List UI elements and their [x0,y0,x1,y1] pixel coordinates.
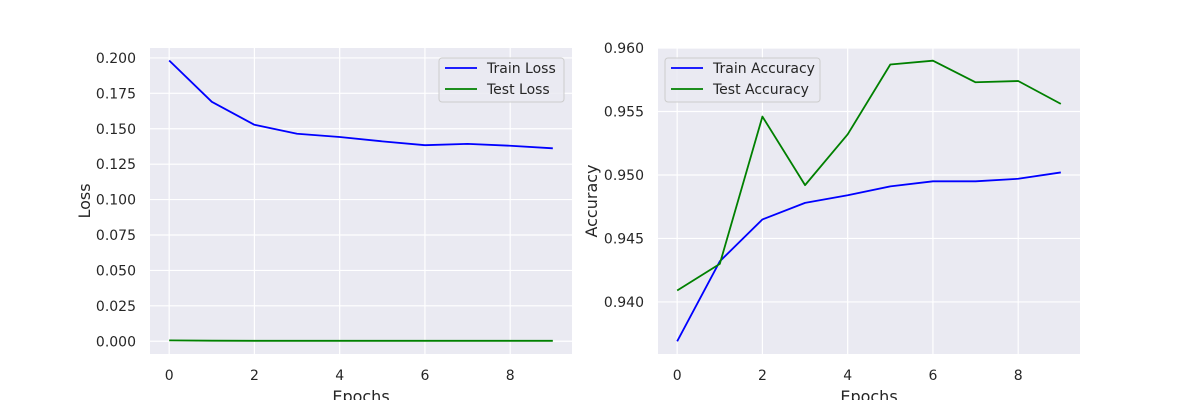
y-tick-label: 0.000 [96,334,136,350]
series-line-test-accuracy [676,59,1062,292]
legend-label-test-loss: Test Loss [486,82,550,98]
y-tick-label: 0.945 [604,231,644,247]
accuracy-chart: 0 2 4 6 8 0.940 0.945 0.950 0.955 0.960 Epochs Accu… [582,41,1080,400]
legend: Train Loss Test Loss [438,57,565,103]
legend-frame [438,57,565,103]
x-tick-label: 6 [928,368,937,384]
y-tick-label: 0.200 [96,51,136,67]
loss-chart: 0 2 4 6 8 0.000 0.025 0.050 0.075 0.100 0.125 0.150… [75,48,572,400]
x-axis-label: Epochs [840,387,897,400]
y-tick-label: 0.050 [96,263,136,279]
x-tick-label: 0 [673,368,682,384]
legend-label-train-accuracy: Train Accuracy [712,61,815,77]
legend-frame [664,57,821,103]
series-line-train-accuracy [676,171,1061,342]
y-tick-label: 0.125 [96,157,136,173]
y-tick-label: 0.175 [96,86,136,102]
y-axis-label: Accuracy [582,164,601,237]
y-tick-label: 0.950 [604,168,644,184]
y-tick-label: 0.960 [604,41,644,57]
legend-label-test-accuracy: Test Accuracy [712,82,809,98]
x-tick-label: 8 [1014,368,1023,384]
x-tick-label: 8 [506,368,515,384]
legend: Train Accuracy Test Accuracy [664,57,821,103]
x-tick-label: 4 [335,368,344,384]
y-tick-label: 0.075 [96,228,136,244]
y-tick-label: 0.025 [96,299,136,315]
series-line-train-loss [168,59,553,150]
x-tick-label: 0 [165,368,174,384]
y-tick-label: 0.940 [604,295,644,311]
x-tick-label: 2 [758,368,767,384]
x-axis-label: Epochs [332,387,389,400]
x-tick-label: 6 [420,368,429,384]
x-tick-label: 2 [250,368,259,384]
y-tick-label: 0.150 [96,122,136,138]
y-tick-label: 0.955 [604,104,644,120]
x-tick-label: 4 [843,368,852,384]
legend-label-train-loss: Train Loss [486,61,556,77]
y-tick-label: 0.100 [96,193,136,209]
y-axis-label: Loss [75,183,94,218]
